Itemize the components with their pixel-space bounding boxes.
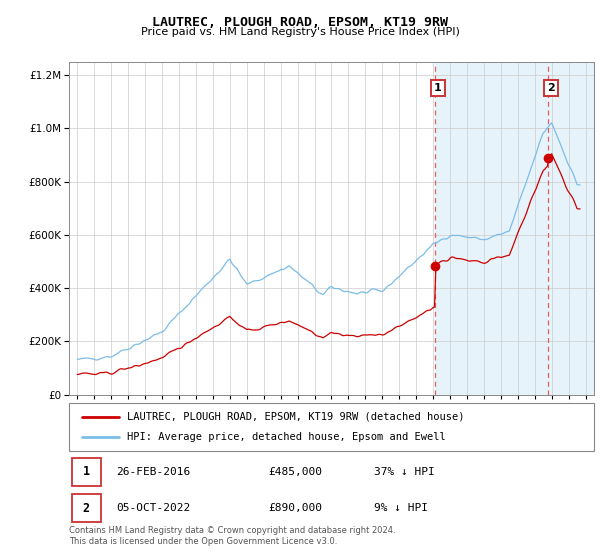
Text: LAUTREC, PLOUGH ROAD, EPSOM, KT19 9RW: LAUTREC, PLOUGH ROAD, EPSOM, KT19 9RW <box>152 16 448 29</box>
Text: 05-OCT-2022: 05-OCT-2022 <box>116 503 191 513</box>
Text: HPI: Average price, detached house, Epsom and Ewell: HPI: Average price, detached house, Epso… <box>127 432 445 442</box>
Text: £485,000: £485,000 <box>269 467 323 477</box>
Text: Price paid vs. HM Land Registry's House Price Index (HPI): Price paid vs. HM Land Registry's House … <box>140 27 460 37</box>
Text: £890,000: £890,000 <box>269 503 323 513</box>
Text: 2: 2 <box>547 83 554 94</box>
FancyBboxPatch shape <box>71 458 101 486</box>
FancyBboxPatch shape <box>71 494 101 522</box>
Text: 1: 1 <box>434 83 442 94</box>
Text: 37% ↓ HPI: 37% ↓ HPI <box>373 467 434 477</box>
Bar <box>435 62 594 395</box>
Text: Contains HM Land Registry data © Crown copyright and database right 2024.
This d: Contains HM Land Registry data © Crown c… <box>69 526 395 546</box>
Text: 26-FEB-2016: 26-FEB-2016 <box>116 467 191 477</box>
Text: 9% ↓ HPI: 9% ↓ HPI <box>373 503 427 513</box>
Text: 1: 1 <box>83 465 89 478</box>
Text: 2: 2 <box>83 502 89 515</box>
FancyBboxPatch shape <box>69 403 594 451</box>
Text: LAUTREC, PLOUGH ROAD, EPSOM, KT19 9RW (detached house): LAUTREC, PLOUGH ROAD, EPSOM, KT19 9RW (d… <box>127 412 464 422</box>
